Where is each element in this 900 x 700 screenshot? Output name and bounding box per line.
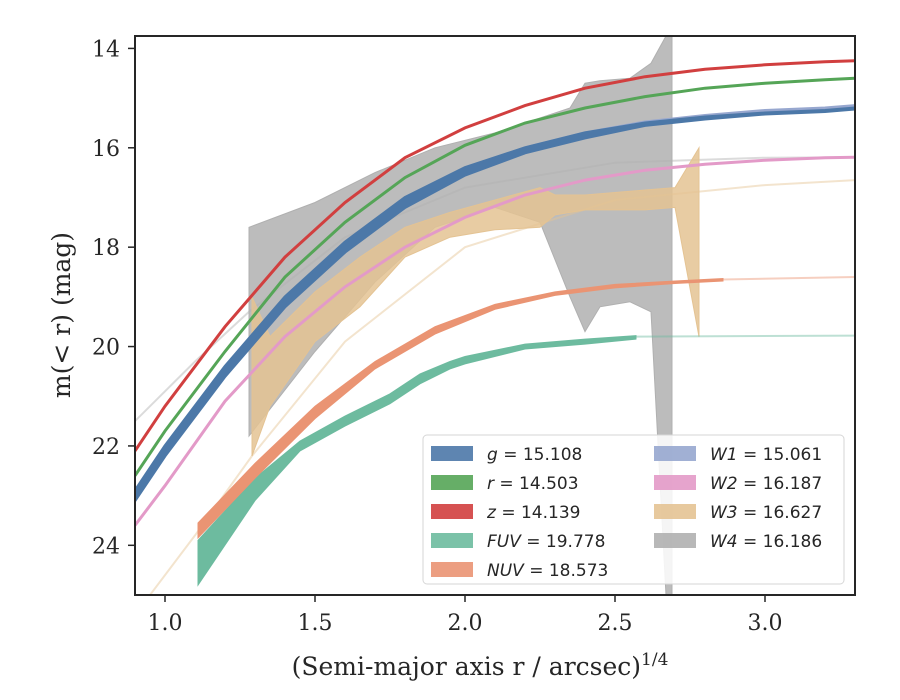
- series-r-line: [135, 76, 855, 477]
- y-axis-label: m(< r) (mag): [47, 232, 76, 398]
- x-axis-label: (Semi-major axis r / arcsec)1/4: [292, 650, 669, 681]
- legend-label-nuv: NUV = 18.573: [487, 561, 608, 581]
- legend-swatch-w3: [654, 504, 696, 519]
- legend-label-w3: W3 = 16.627: [710, 503, 822, 523]
- legend-swatch-w4: [654, 533, 696, 548]
- x-axis-label-text: (Semi-major axis r / arcsec): [292, 652, 641, 681]
- x-tick-label: 3.0: [748, 611, 783, 636]
- legend-frame: [422, 434, 845, 585]
- legend-label-w2: W2 = 16.187: [710, 474, 822, 494]
- x-tick-label: 1.5: [298, 611, 333, 636]
- x-tick-label: 2.5: [598, 611, 633, 636]
- series-w2-line: [135, 155, 855, 527]
- legend-swatch-w1: [654, 446, 696, 461]
- x-tick-label: 2.0: [448, 611, 483, 636]
- legend-swatch-r: [431, 475, 473, 490]
- x-axis-label-superscript: 1/4: [641, 650, 668, 670]
- y-tick-label: 24: [92, 534, 120, 559]
- legend-label-g: g = 15.108: [487, 445, 582, 465]
- y-tick-label: 16: [92, 137, 120, 162]
- series-w3-band: [251, 146, 700, 457]
- series-fuv-extension: [635, 334, 855, 338]
- legend-swatch-fuv: [431, 533, 473, 548]
- series-fuv-band: [197, 335, 637, 587]
- y-tick-label: 14: [92, 37, 120, 62]
- legend-label-z: z = 14.139: [486, 503, 580, 523]
- legend-swatch-z: [431, 504, 473, 519]
- legend-label-w1: W1 = 15.061: [710, 445, 822, 465]
- series-nuv-band: [197, 277, 724, 540]
- series-g-band: [135, 106, 855, 504]
- plot-area: [135, 36, 855, 595]
- legend-label-r: r = 14.503: [487, 474, 579, 494]
- legend-swatch-w2: [654, 475, 696, 490]
- series-z-line: [135, 59, 855, 452]
- plot-frame: [134, 35, 856, 596]
- series-nuv-extension: [722, 276, 855, 281]
- legend-swatch-g: [431, 446, 473, 461]
- y-tick-label: 20: [92, 336, 120, 361]
- legend-label-fuv: FUV = 19.778: [487, 532, 605, 552]
- y-tick-label: 22: [92, 435, 120, 460]
- legend-label-w4: W4 = 16.186: [710, 532, 822, 552]
- axis-ticks: 1.0 1.5 2.0 2.5 3.0 14 16 18 20 22 24: [92, 37, 783, 636]
- legend: g = 15.108 r = 14.503 z = 14.139 FUV = 19.7…: [422, 434, 845, 585]
- y-tick-label: 18: [92, 236, 120, 261]
- legend-swatch-nuv: [431, 562, 473, 577]
- x-tick-label: 1.0: [148, 611, 183, 636]
